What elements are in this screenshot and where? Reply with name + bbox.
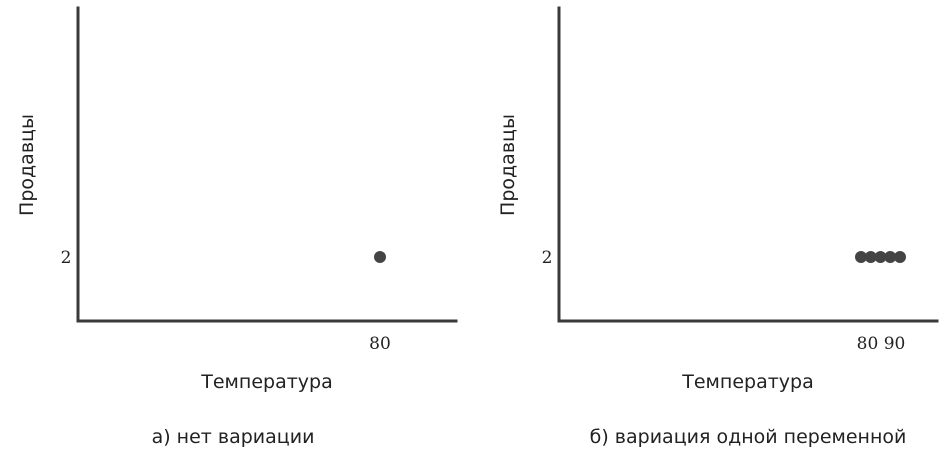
scatter-point [874, 251, 887, 263]
scatter-point [884, 251, 897, 263]
chart-a-caption: а) нет вариации [152, 426, 315, 448]
chart-b-x-label: Температура [681, 371, 813, 393]
scatter-point [855, 251, 867, 263]
chart-a-x-tick-label: 80 [369, 334, 391, 354]
chart-b-x-tick-label: 80 90 [857, 334, 906, 354]
scatter-point [374, 251, 386, 263]
chart-a-y-tick-label: 2 [61, 248, 72, 268]
chart-a-y-label: Продавцы [16, 114, 38, 216]
chart-b: Продавцы 2 80 90 Температура б) вариация… [497, 6, 939, 448]
chart-a-x-label: Температура [200, 371, 332, 393]
scatter-point [894, 251, 906, 263]
chart-b-y-tick-label: 2 [542, 248, 553, 268]
chart-b-y-label: Продавцы [497, 114, 519, 216]
chart-b-points [855, 251, 906, 263]
scatter-point [864, 251, 877, 263]
chart-a-points [374, 251, 386, 263]
chart-b-caption: б) вариация одной переменной [590, 426, 907, 448]
chart-a: Продавцы 2 80 Температура а) нет вариаци… [16, 6, 458, 448]
